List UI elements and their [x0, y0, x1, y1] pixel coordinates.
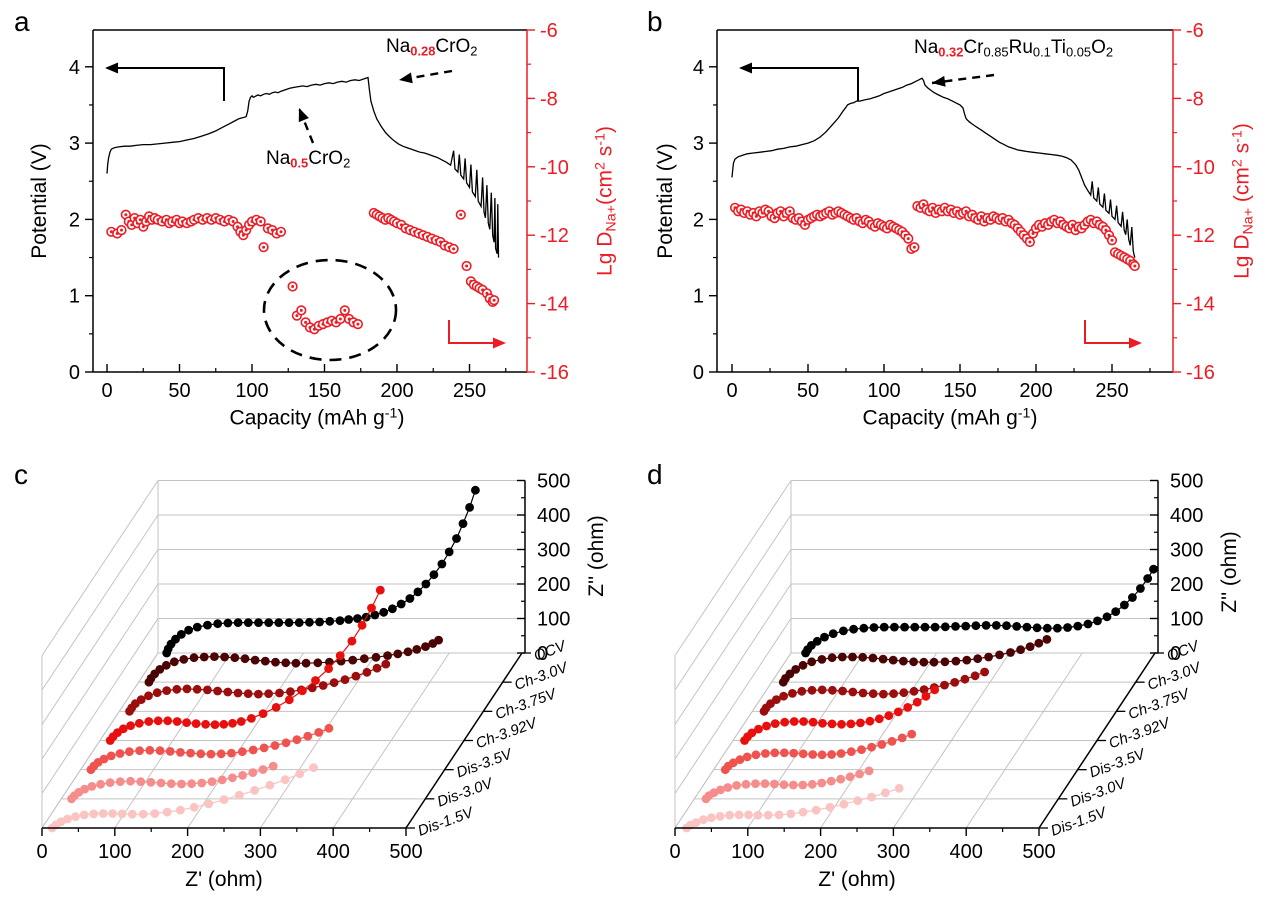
svg-text:3: 3 — [69, 133, 80, 155]
annotation-b-0: Na0.32Cr0.85Ru0.1Ti0.05O2 — [914, 37, 1114, 60]
svg-text:250: 250 — [1095, 380, 1128, 402]
svg-text:300: 300 — [1170, 540, 1203, 562]
x-axis-title-a: Capacity (mAh g-1) — [229, 405, 405, 430]
svg-text:300: 300 — [537, 540, 570, 562]
svg-text:0: 0 — [69, 362, 80, 384]
x-axis-title-d: Z' (ohm) — [818, 868, 896, 891]
svg-text:4: 4 — [69, 57, 80, 79]
svg-text:-16: -16 — [1186, 362, 1215, 384]
x-axis-title-c: Z' (ohm) — [185, 868, 263, 891]
annotation-a-1: Na0.5CrO2 — [266, 148, 351, 171]
svg-text:-12: -12 — [1186, 225, 1215, 247]
panel-letter-a: a — [14, 6, 30, 37]
svg-text:200: 200 — [804, 841, 837, 863]
svg-text:150: 150 — [308, 380, 341, 402]
svg-text:0: 0 — [36, 841, 47, 863]
svg-text:400: 400 — [537, 505, 570, 527]
svg-text:-6: -6 — [540, 20, 558, 42]
svg-text:200: 200 — [537, 574, 570, 596]
svg-text:500: 500 — [1022, 841, 1055, 863]
svg-text:200: 200 — [171, 841, 204, 863]
y-axis-title-b: Potential (V) — [654, 143, 677, 259]
svg-text:1: 1 — [69, 286, 80, 308]
svg-text:Dis-1.5V: Dis-1.5V — [1049, 803, 1111, 839]
svg-text:0: 0 — [693, 362, 704, 384]
svg-text:3: 3 — [693, 133, 704, 155]
svg-text:0: 0 — [726, 380, 737, 402]
panel-letter-d: d — [647, 459, 663, 490]
svg-text:-16: -16 — [540, 362, 569, 384]
svg-text:-14: -14 — [1186, 294, 1215, 316]
svg-text:250: 250 — [453, 380, 486, 402]
svg-text:500: 500 — [389, 841, 422, 863]
svg-text:500: 500 — [537, 471, 570, 493]
svg-text:200: 200 — [380, 380, 413, 402]
svg-text:0: 0 — [537, 643, 548, 665]
right-axis-title-b: Lg DNa+ (cm2 s-1) — [1229, 123, 1257, 279]
svg-text:400: 400 — [317, 841, 350, 863]
svg-text:100: 100 — [98, 841, 131, 863]
svg-text:Dis-1.5V: Dis-1.5V — [416, 803, 478, 839]
svg-text:100: 100 — [537, 609, 570, 631]
panel-letter-b: b — [647, 6, 663, 37]
svg-text:300: 300 — [877, 841, 910, 863]
svg-text:100: 100 — [235, 380, 268, 402]
z-axis-title-c: Z'' (ohm) — [585, 515, 608, 597]
svg-text:-12: -12 — [540, 225, 569, 247]
svg-text:-14: -14 — [540, 294, 569, 316]
svg-text:50: 50 — [797, 380, 819, 402]
svg-text:100: 100 — [1170, 609, 1203, 631]
y-axis-title-a: Potential (V) — [28, 143, 51, 259]
svg-text:0: 0 — [1170, 643, 1181, 665]
svg-text:0: 0 — [669, 841, 680, 863]
svg-text:400: 400 — [950, 841, 983, 863]
z-axis-title-d: Z'' (ohm) — [1218, 531, 1241, 613]
svg-text:50: 50 — [168, 380, 190, 402]
svg-text:4: 4 — [693, 57, 704, 79]
svg-text:500: 500 — [1170, 471, 1203, 493]
svg-text:2: 2 — [693, 209, 704, 231]
svg-text:200: 200 — [1019, 380, 1052, 402]
svg-text:-8: -8 — [540, 88, 558, 110]
panel-letter-c: c — [14, 459, 28, 490]
svg-text:200: 200 — [1170, 574, 1203, 596]
svg-text:150: 150 — [943, 380, 976, 402]
svg-text:-6: -6 — [1186, 20, 1204, 42]
svg-text:-10: -10 — [540, 157, 569, 179]
svg-text:100: 100 — [731, 841, 764, 863]
x-axis-title-b: Capacity (mAh g-1) — [862, 405, 1038, 430]
svg-text:0: 0 — [101, 380, 112, 402]
annotation-a-0: Na0.28CrO2 — [386, 36, 478, 59]
svg-text:-10: -10 — [1186, 157, 1215, 179]
svg-text:2: 2 — [69, 209, 80, 231]
svg-text:100: 100 — [867, 380, 900, 402]
svg-text:300: 300 — [244, 841, 277, 863]
right-axis-title-a: Lg DNa+(cm2 s-1) — [592, 126, 620, 276]
svg-text:-8: -8 — [1186, 88, 1204, 110]
svg-text:400: 400 — [1170, 505, 1203, 527]
svg-text:1: 1 — [693, 286, 704, 308]
